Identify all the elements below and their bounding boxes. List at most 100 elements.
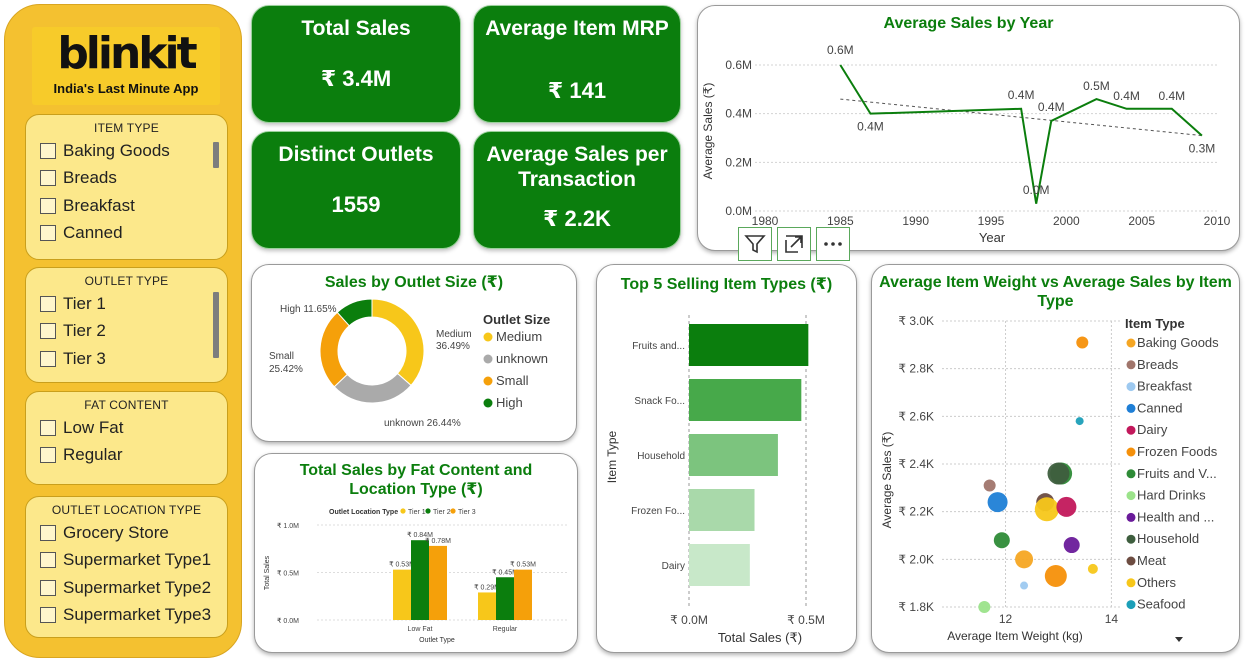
data-label: ₹ 0.29M <box>474 583 500 591</box>
data-label: ₹ 0.84M <box>407 531 433 539</box>
legend-marker <box>1126 600 1136 610</box>
data-label: ₹ 0.53M <box>510 561 536 569</box>
bar <box>689 379 802 421</box>
kpi-title: Average Item MRP <box>485 17 669 40</box>
weight-vs-sales-panel[interactable]: Average Item Weight vs Average Sales by … <box>871 264 1240 653</box>
more-options-icon <box>824 242 842 246</box>
slicer-option-grocery-store[interactable]: Grocery Store <box>26 519 227 547</box>
y-tick-label: ₹ 1.8K <box>898 600 934 614</box>
y-tick-label: Fruits and... <box>632 341 685 352</box>
legend-marker <box>483 398 493 408</box>
slicer-option-supermarket-type1[interactable]: Supermarket Type1 <box>26 547 227 575</box>
x-tick-label: 2000 <box>1053 214 1080 228</box>
legend-marker <box>483 332 493 342</box>
x-tick-label: 14 <box>1105 612 1119 626</box>
checkbox[interactable] <box>40 197 56 214</box>
slicer-option-canned[interactable]: Canned <box>26 220 227 248</box>
average-sales-by-year-panel[interactable]: Average Sales by Year Average Sales (₹) … <box>697 5 1240 251</box>
scatter-point <box>978 601 991 613</box>
legend-title: Outlet Size <box>483 312 550 327</box>
slicer-option-regular[interactable]: Regular <box>26 442 227 470</box>
scatter-point <box>1044 565 1067 588</box>
checkbox[interactable] <box>40 295 56 312</box>
data-label: 0.0M <box>1023 183 1050 197</box>
legend-label: Meat <box>1137 553 1166 568</box>
slicer-option-supermarket-type3[interactable]: Supermarket Type3 <box>26 602 227 630</box>
sales-by-outlet-size-panel[interactable]: Sales by Outlet Size (₹) Outlet Size Med… <box>251 264 577 442</box>
checkbox[interactable] <box>40 170 56 187</box>
checkbox[interactable] <box>40 524 56 541</box>
legend-label: Small <box>496 373 529 388</box>
checkbox[interactable] <box>40 579 56 596</box>
slicer-option-breads[interactable]: Breads <box>26 165 227 193</box>
checkbox[interactable] <box>40 350 56 367</box>
slicer-option-breakfast[interactable]: Breakfast <box>26 192 227 220</box>
checkbox[interactable] <box>40 225 56 242</box>
slicer-option-label: Grocery Store <box>63 522 169 542</box>
column-bar <box>496 577 514 620</box>
checkbox[interactable] <box>40 447 56 464</box>
column-bar <box>429 545 447 620</box>
scatter-point <box>1047 462 1070 485</box>
slicer-title: OUTLET TYPE <box>84 274 169 288</box>
legend-label: Fruits and V... <box>1137 466 1217 481</box>
slicer-option-label: Breakfast <box>63 195 135 215</box>
slicer-option-label: Supermarket Type1 <box>63 550 212 570</box>
bar <box>689 544 750 586</box>
slicer-option-low-fat[interactable]: Low Fat <box>26 414 227 442</box>
legend-scroll-down-icon[interactable] <box>1175 637 1183 642</box>
x-tick-label: 12 <box>999 612 1013 626</box>
checkbox[interactable] <box>40 607 56 624</box>
y-axis-title: Item Type <box>605 430 619 483</box>
brand-tagline: India's Last Minute App <box>53 81 199 96</box>
checkbox[interactable] <box>40 552 56 569</box>
kpi-average-item-mrp: Average Item MRP ₹ 141 <box>473 5 681 123</box>
y-tick-label: 0.0M <box>725 204 752 218</box>
slicer-option-label: Supermarket Type3 <box>63 605 212 625</box>
data-label: Medium <box>436 329 472 340</box>
legend-label: Others <box>1137 575 1177 590</box>
legend-marker <box>483 376 493 386</box>
x-tick-label: ₹ 0.5M <box>787 613 825 627</box>
more-options-button[interactable] <box>816 227 850 261</box>
slicer-option-label: Breads <box>63 168 117 188</box>
legend-label: High <box>496 395 523 410</box>
slicer-option-label: Canned <box>63 223 123 243</box>
x-tick-label: 1980 <box>752 214 779 228</box>
y-tick-label: ₹ 2.8K <box>898 362 934 376</box>
legend-label: Seafood <box>1137 597 1185 612</box>
legend-label: Tier 3 <box>458 509 476 516</box>
legend-label: Dairy <box>1137 422 1168 437</box>
top-5-selling-item-types-panel[interactable]: Top 5 Selling Item Types (₹) Item Type T… <box>596 264 857 653</box>
slicer-option-baking-goods[interactable]: Baking Goods <box>26 137 227 165</box>
slicer-option-tier-3[interactable]: Tier 3 <box>26 345 227 373</box>
scatter-chart: Average Sales (₹) Average Item Weight (k… <box>880 314 1219 643</box>
slicer-option-label: Regular <box>63 445 123 465</box>
legend-title: Outlet Location Type <box>329 509 398 516</box>
slicer-title: ITEM TYPE <box>94 121 159 135</box>
focus-mode-icon <box>785 235 803 253</box>
checkbox[interactable] <box>40 419 56 436</box>
data-label: unknown 26.44% <box>384 418 461 429</box>
kpi-title: Average Sales per Transaction <box>486 143 668 191</box>
slicer-scrollbar[interactable] <box>213 292 219 358</box>
line-chart: Average Sales (₹) Year 0.0M 0.2M 0.4M 0.6M 1… <box>701 43 1231 245</box>
slicer-option-supermarket-type2[interactable]: Supermarket Type2 <box>26 574 227 602</box>
donut-slice <box>336 298 373 327</box>
kpi-title: Total Sales <box>301 17 411 40</box>
chart-title: Total Sales by Fat Content and Location … <box>299 462 533 498</box>
scatter-point <box>1020 581 1029 590</box>
slicer-option-tier-1[interactable]: Tier 1 <box>26 290 227 318</box>
x-axis-title: Year <box>979 230 1006 245</box>
slicer-option-tier-2[interactable]: Tier 2 <box>26 318 227 346</box>
scatter-point <box>1015 550 1034 569</box>
checkbox[interactable] <box>40 142 56 159</box>
legend-marker <box>1126 403 1136 413</box>
total-sales-by-fat-content-panel[interactable]: Total Sales by Fat Content and Location … <box>254 453 578 653</box>
slicer-scrollbar[interactable] <box>213 142 219 168</box>
filter-button[interactable] <box>738 227 772 261</box>
checkbox[interactable] <box>40 323 56 340</box>
x-tick-label: ₹ 0.0M <box>670 613 708 627</box>
focus-mode-button[interactable] <box>777 227 811 261</box>
